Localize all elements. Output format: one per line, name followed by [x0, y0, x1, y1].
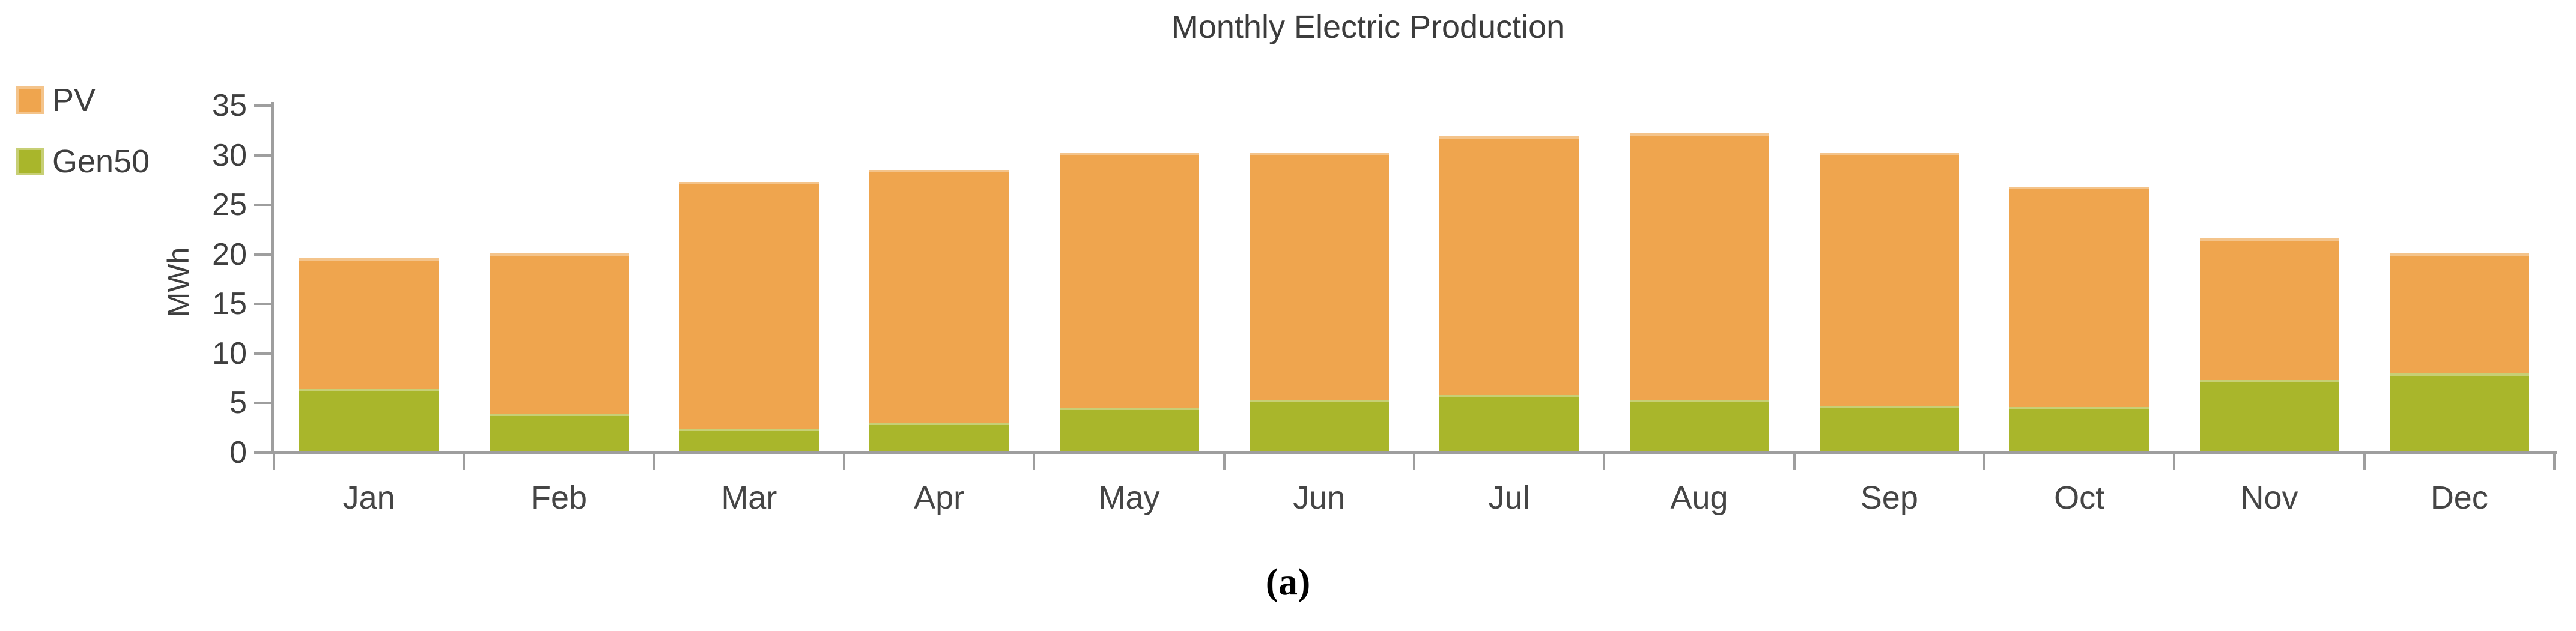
- chart-title: Monthly Electric Production: [1171, 9, 1565, 45]
- x-axis-boundary-tick: [843, 454, 845, 470]
- bar-segment-pv-jan: [299, 258, 439, 389]
- gen50-legend-swatch: [16, 148, 44, 175]
- legend-item-gen50: Gen50: [16, 143, 150, 180]
- y-axis-tick: [254, 204, 271, 207]
- x-axis-boundary-tick: [2173, 454, 2176, 470]
- y-axis-tick-label: 0: [229, 435, 247, 470]
- x-axis-boundary-tick: [1223, 454, 1226, 470]
- x-axis-category-label: Feb: [530, 480, 588, 516]
- legend-item-pv: PV: [16, 82, 96, 118]
- x-axis-category-label: Mar: [721, 480, 777, 516]
- x-axis-boundary-tick: [1793, 454, 1796, 470]
- bar-segment-pv-aug: [1629, 133, 1769, 400]
- x-axis-boundary-tick: [1033, 454, 1036, 470]
- bar-segment-pv-jul: [1439, 136, 1579, 395]
- bar-segment-gen50-jan: [299, 388, 439, 451]
- bar-segment-pv-sep: [1819, 152, 1959, 406]
- figure-caption: (a): [1265, 560, 1311, 603]
- bar-segment-gen50-oct: [2009, 406, 2149, 451]
- bar-segment-pv-mar: [679, 181, 819, 429]
- pv-legend-label: PV: [52, 82, 96, 118]
- x-axis-category-label: Jan: [342, 480, 395, 516]
- bar-segment-pv-oct: [2009, 187, 2149, 407]
- y-axis-tick-label: 20: [212, 237, 247, 272]
- x-axis-category-label: Nov: [2240, 480, 2298, 516]
- y-axis-tick-label: 10: [212, 336, 247, 371]
- x-axis-boundary-tick: [273, 454, 275, 470]
- gen50-legend-label: Gen50: [52, 143, 150, 180]
- y-axis-tick-label: 25: [212, 187, 247, 223]
- x-axis-category-label: Aug: [1670, 480, 1728, 516]
- bar-segment-pv-apr: [869, 169, 1009, 423]
- bar-segment-gen50-may: [1059, 408, 1199, 451]
- y-axis-tick: [254, 104, 271, 107]
- x-axis-line: [263, 451, 2557, 454]
- bar-segment-gen50-aug: [1629, 400, 1769, 451]
- y-axis-tick-label: 35: [212, 88, 247, 123]
- x-axis-category-label: Sep: [1860, 480, 1918, 516]
- x-axis-boundary-tick: [2363, 454, 2366, 470]
- x-axis-category-label: Jul: [1488, 480, 1530, 516]
- bar-segment-gen50-apr: [869, 423, 1009, 451]
- x-axis-boundary-tick: [2553, 454, 2556, 470]
- x-axis-category-label: Oct: [2054, 480, 2105, 516]
- x-axis-category-label: May: [1098, 480, 1160, 516]
- x-axis-boundary-tick: [1983, 454, 1985, 470]
- y-axis-tick: [254, 154, 271, 157]
- y-axis-tick: [254, 451, 271, 454]
- y-axis-tick-label: 5: [229, 385, 247, 421]
- x-axis-category-label: Jun: [1293, 480, 1346, 516]
- x-axis-boundary-tick: [1603, 454, 1606, 470]
- y-axis-tick-label: 15: [212, 286, 247, 322]
- y-axis-line: [271, 102, 274, 454]
- pv-legend-swatch: [16, 86, 44, 114]
- y-axis-tick: [254, 253, 271, 256]
- bar-segment-pv-may: [1059, 152, 1199, 408]
- x-axis-category-label: Apr: [914, 480, 965, 516]
- x-axis-category-label: Dec: [2430, 480, 2488, 516]
- y-axis-tick: [254, 352, 271, 355]
- y-axis-tick-label: 30: [212, 137, 247, 173]
- bar-segment-pv-nov: [2199, 238, 2339, 381]
- bar-segment-gen50-mar: [679, 429, 819, 451]
- bar-segment-pv-dec: [2389, 253, 2529, 373]
- bar-segment-gen50-feb: [489, 414, 629, 451]
- bar-segment-gen50-sep: [1819, 406, 1959, 451]
- y-axis-tick: [254, 402, 271, 405]
- y-axis-tick: [254, 303, 271, 306]
- x-axis-boundary-tick: [652, 454, 655, 470]
- bar-segment-pv-jun: [1249, 152, 1389, 400]
- bar-segment-pv-feb: [489, 253, 629, 414]
- x-axis-boundary-tick: [463, 454, 466, 470]
- bar-segment-gen50-jun: [1249, 400, 1389, 451]
- bar-segment-gen50-nov: [2199, 380, 2339, 451]
- bar-segment-gen50-jul: [1439, 394, 1579, 451]
- x-axis-boundary-tick: [1413, 454, 1415, 470]
- bar-segment-gen50-dec: [2389, 373, 2529, 451]
